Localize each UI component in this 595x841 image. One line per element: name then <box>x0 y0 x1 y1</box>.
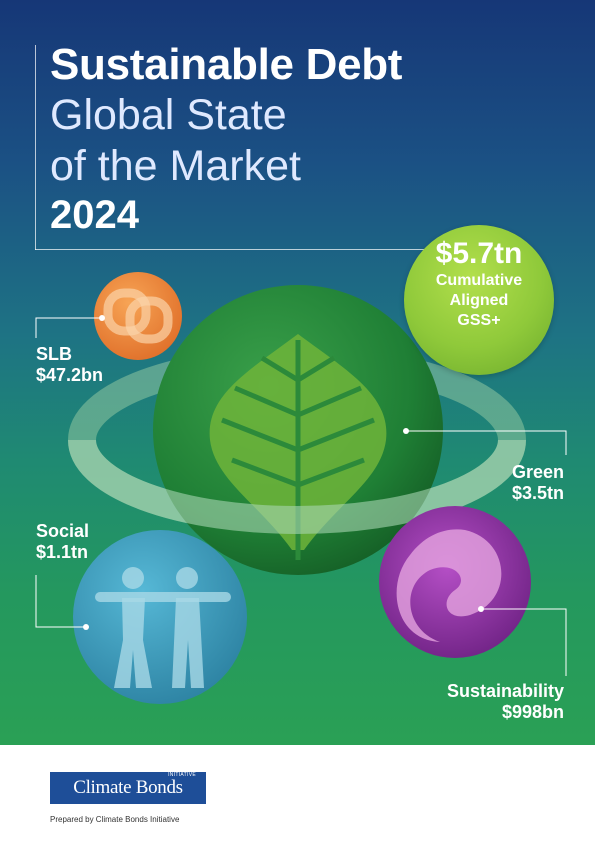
footer: INITIATIVE Climate Bonds Prepared by Cli… <box>0 745 595 841</box>
slb-label: SLB $47.2bn <box>36 344 103 386</box>
social-label: Social $1.1tn <box>36 521 89 563</box>
planet-illustration <box>35 272 567 704</box>
ring-front <box>68 439 526 534</box>
title-rule-horizontal <box>35 249 425 250</box>
cover-artwork: Sustainable Debt Global State of the Mar… <box>0 0 595 745</box>
leaf-icon <box>209 334 387 560</box>
title-rule-vertical <box>35 45 36 250</box>
social-value: $1.1tn <box>36 542 89 562</box>
cumulative-bubble: $5.7tn Cumulative Aligned GSS+ <box>404 225 554 375</box>
slb-value: $47.2bn <box>36 365 104 385</box>
chain-links-icon <box>103 288 173 344</box>
connector-lines <box>35 317 567 676</box>
logo-initiative: INITIATIVE <box>168 772 196 778</box>
social-bubble <box>73 530 247 704</box>
title-line-1: Sustainable Debt <box>50 40 403 89</box>
swirl-icon <box>396 529 502 642</box>
connector-dots <box>83 315 484 630</box>
social-name: Social <box>36 521 90 541</box>
sustainability-name: Sustainability <box>446 681 564 701</box>
cumulative-label-1: Cumulative <box>435 272 523 289</box>
cumulative-value: $5.7tn <box>435 237 523 270</box>
slb-name: SLB <box>36 344 72 364</box>
climate-bonds-logo: INITIATIVE Climate Bonds <box>50 772 206 804</box>
people-icon <box>95 567 231 688</box>
green-value: $3.5tn <box>511 483 564 503</box>
title-year: 2024 <box>50 193 139 237</box>
title-line-2: Global State <box>50 91 287 139</box>
title-line-3: of the Market <box>50 142 301 190</box>
sustainability-label: Sustainability $998bn <box>447 681 564 723</box>
sustainability-value: $998bn <box>501 702 564 722</box>
logo-text: Climate Bonds <box>73 777 183 798</box>
green-name: Green <box>511 462 564 482</box>
cumulative-label-2: Aligned <box>449 292 509 309</box>
green-label: Green $3.5tn <box>512 462 564 504</box>
sustainability-bubble <box>379 506 531 658</box>
prepared-by-text: Prepared by Climate Bonds Initiative <box>50 815 180 824</box>
cumulative-label-3: GSS+ <box>457 312 501 329</box>
